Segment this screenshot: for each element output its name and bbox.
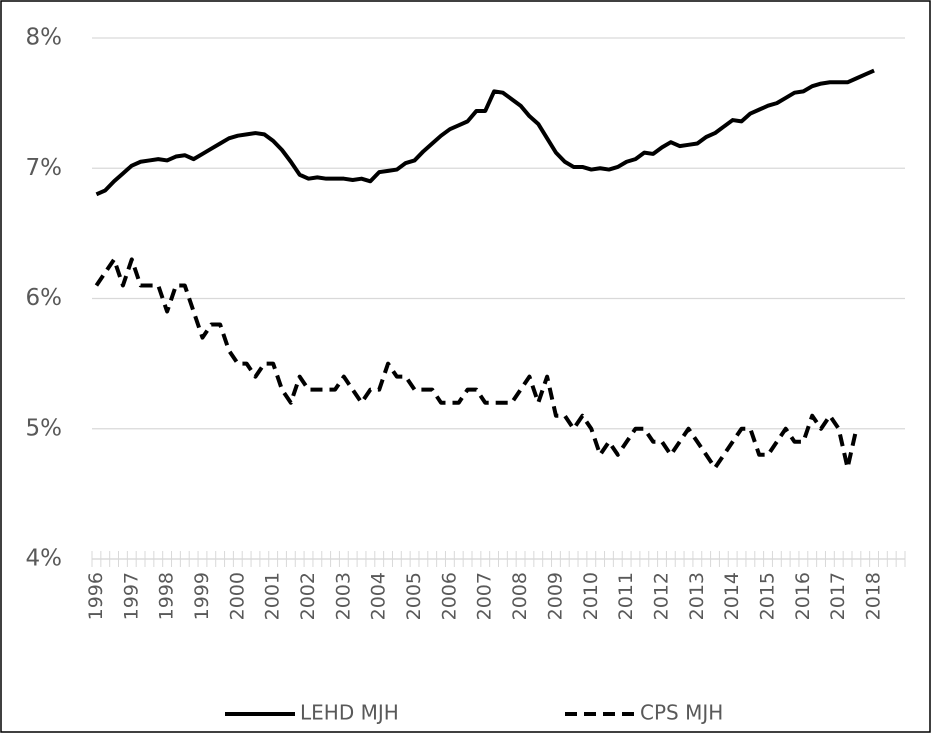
x-tick-label: 2009 [544,572,566,620]
x-tick-label: 2011 [615,572,637,620]
x-tick-label: 2013 [686,572,708,620]
x-tick-label: 1997 [120,572,142,620]
x-tick-label: 2015 [757,572,779,620]
x-tick-label: 2000 [226,572,248,620]
x-tick-label: 2012 [650,572,672,620]
legend-label: CPS MJH [640,701,723,725]
y-tick-label: 6% [26,285,63,311]
x-tick-label: 1999 [191,572,213,620]
x-tick-label: 2017 [827,572,849,620]
x-tick-label: 2016 [792,572,814,620]
y-tick-label: 7% [26,155,63,181]
x-tick-label: 2005 [403,572,425,620]
x-tick-label: 2008 [509,572,531,620]
x-tick-label: 2003 [332,572,354,620]
x-tick-label: 2014 [721,572,743,620]
legend-label: LEHD MJH [300,701,399,725]
x-tick-label: 1996 [85,572,107,620]
x-tick-label: 2006 [438,572,460,620]
x-tick-label: 2010 [580,572,602,620]
x-tick-label: 2018 [863,572,885,620]
x-tick-label: 2001 [262,572,284,620]
series-line [94,257,859,470]
x-tick-label: 2002 [297,572,319,620]
y-tick-label: 5% [26,415,63,441]
x-tick-label: 1998 [156,572,178,620]
y-tick-label: 8% [26,25,63,51]
y-tick-label: 4% [26,546,63,572]
x-tick-label: 2004 [368,572,390,620]
series-line [95,68,875,197]
x-tick-label: 2007 [474,572,496,620]
